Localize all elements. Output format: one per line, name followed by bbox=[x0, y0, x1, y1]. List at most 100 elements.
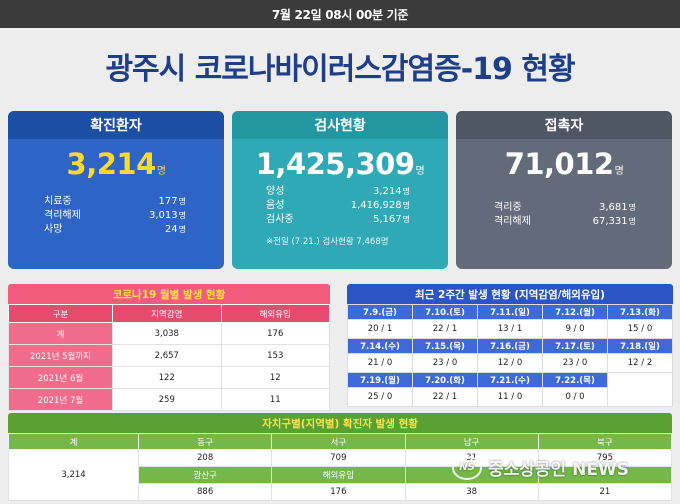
date-row: 7.14.(수) 7.15.(목) 7.16.(금) 7.17.(토) 7.18… bbox=[347, 338, 673, 354]
value-cell: 176 bbox=[271, 483, 406, 501]
row-label: 2021년 5월까지 bbox=[8, 344, 113, 367]
value-cell: 795 bbox=[537, 449, 673, 467]
overseas-cell: 12 bbox=[220, 366, 330, 389]
recent-table: 최근 2주간 발생 현황 (지역감염/해외유입) 7.9.(금) 7.10.(토… bbox=[347, 284, 673, 407]
empty-cell bbox=[607, 372, 673, 407]
value-cell: 15 / 0 bbox=[607, 319, 673, 339]
local-cell: 3,038 bbox=[112, 322, 222, 345]
local-cell: 259 bbox=[112, 388, 222, 411]
date-cell: 7.18.(일) bbox=[607, 338, 673, 354]
table-row: 2021년 5월까지 2,657 153 bbox=[8, 344, 330, 367]
table-row: 886 176 38 21 bbox=[9, 483, 673, 501]
overseas-cell: 153 bbox=[220, 344, 330, 367]
date-cell: 7.21.(수) bbox=[477, 372, 543, 388]
column-header: 구분 bbox=[8, 304, 113, 323]
date-banner: 7월 22일 08시 00분 기준 bbox=[0, 0, 680, 28]
date-cell: 7.17.(토) bbox=[542, 338, 608, 354]
table-header-row: 계 동구 서구 남구 북구 bbox=[8, 433, 673, 450]
stat-row: 격리해제 67,331명 bbox=[494, 216, 636, 227]
date-cell: 7.12.(월) bbox=[542, 304, 608, 320]
stat-row: 검사중 5,167명 bbox=[266, 214, 410, 225]
value-row: 21 / 0 23 / 0 12 / 0 23 / 0 12 / 2 bbox=[347, 353, 673, 373]
value-cell: 21 / 0 bbox=[347, 353, 413, 373]
monthly-table: 코로나19 월별 발생 현황 구분 지역감염 해외유입 계 3,038 176 … bbox=[8, 284, 330, 411]
date-cell: 7.9.(금) bbox=[347, 304, 413, 320]
row-label: 2021년 6월 bbox=[8, 366, 113, 389]
local-cell: 122 bbox=[112, 366, 222, 389]
value-cell: 12 / 2 bbox=[607, 353, 673, 373]
contacts-card-title: 접촉자 bbox=[456, 111, 672, 139]
tests-note: ※전일 (7.21.) 검사현황 7,468명 bbox=[266, 237, 389, 247]
value-cell: 208 bbox=[137, 449, 273, 467]
value-row: 25 / 0 22 / 1 11 / 0 0 / 0 bbox=[347, 387, 673, 407]
value-cell: 22 / 1 bbox=[412, 387, 478, 407]
contacts-card: 접촉자 71,012명 격리중 3,681명 격리해제 67,331명 bbox=[456, 111, 672, 269]
stat-row: 양성 3,214명 bbox=[266, 186, 410, 197]
column-header: 계 bbox=[8, 433, 139, 450]
date-row: 7.19.(월) 7.20.(화) 7.21.(수) 7.22.(목) bbox=[347, 372, 673, 407]
table-row: 3,214 208 709 31 795 bbox=[8, 449, 673, 501]
row-label: 2021년 7월 bbox=[8, 388, 113, 411]
value-cell: 9 / 0 bbox=[542, 319, 608, 339]
date-row: 7.9.(금) 7.10.(토) 7.11.(일) 7.12.(월) 7.13.… bbox=[347, 304, 673, 320]
date-cell: 7.16.(금) bbox=[477, 338, 543, 354]
page-title: 광주시 코로나바이러스감염증-19 현황 bbox=[105, 52, 575, 87]
value-cell: 13 / 1 bbox=[477, 319, 543, 339]
value-cell: 886 bbox=[137, 483, 273, 501]
value-cell: 22 / 1 bbox=[412, 319, 478, 339]
date-cell: 7.11.(일) bbox=[477, 304, 543, 320]
column-header: 해외유입 bbox=[220, 304, 330, 323]
tests-total: 1,425,309명 bbox=[255, 147, 425, 181]
table-header-row: 구분 지역감염 해외유입 bbox=[8, 304, 330, 323]
stat-row: 치료중 177명 bbox=[44, 196, 186, 207]
stat-row: 격리해제 3,013명 bbox=[44, 210, 186, 221]
stat-row: 음성 1,416,928명 bbox=[266, 200, 410, 211]
district-caption: 자치구별(지역별) 확진자 발생 현황 bbox=[8, 413, 672, 433]
news-watermark: NS 중소상공인 NEWS bbox=[452, 455, 629, 480]
table-row: 2021년 6월 122 12 bbox=[8, 366, 330, 389]
confirmed-total: 3,214명 bbox=[66, 147, 166, 181]
confirmed-breakdown: 치료중 177명 격리해제 3,013명 사망 24명 bbox=[8, 195, 224, 237]
value-row: 20 / 1 22 / 1 13 / 1 9 / 0 15 / 0 bbox=[347, 319, 673, 339]
watermark-text: 중소상공인 NEWS bbox=[488, 460, 629, 480]
column-header: 해외유입 bbox=[271, 466, 406, 484]
total-cell: 3,214 bbox=[8, 449, 139, 501]
column-header: 북구 bbox=[537, 433, 673, 450]
tests-breakdown: 양성 3,214명 음성 1,416,928명 검사중 5,167명 bbox=[232, 185, 448, 227]
value-cell: 12 / 0 bbox=[477, 353, 543, 373]
column-header: 동구 bbox=[137, 433, 273, 450]
row-label: 계 bbox=[8, 322, 113, 345]
news-logo-icon: NS bbox=[452, 455, 482, 480]
date-cell: 7.15.(목) bbox=[412, 338, 478, 354]
value-cell: 23 / 0 bbox=[542, 353, 608, 373]
stat-row: 사망 24명 bbox=[44, 224, 186, 235]
date-cell: 7.10.(토) bbox=[412, 304, 478, 320]
tests-card: 검사현황 1,425,309명 양성 3,214명 음성 1,416,928명 검사… bbox=[232, 111, 448, 269]
confirmed-card: 확진환자 3,214명 치료중 177명 격리해제 3,013명 사망 24명 bbox=[8, 111, 224, 269]
value-cell: 23 / 0 bbox=[412, 353, 478, 373]
recent-caption: 최근 2주간 발생 현황 (지역감염/해외유입) bbox=[347, 284, 673, 304]
column-header: 서구 bbox=[271, 433, 406, 450]
value-cell: 11 / 0 bbox=[477, 387, 543, 407]
contacts-total: 71,012명 bbox=[504, 147, 624, 181]
column-header bbox=[537, 466, 673, 484]
value-cell: 0 / 0 bbox=[542, 387, 608, 407]
table-row: 계 3,038 176 bbox=[8, 322, 330, 345]
table-row: 2021년 7월 259 11 bbox=[8, 388, 330, 411]
monthly-caption: 코로나19 월별 발생 현황 bbox=[8, 284, 330, 304]
value-cell: 38 bbox=[404, 483, 539, 501]
stat-row: 격리중 3,681명 bbox=[494, 202, 636, 213]
value-cell: 21 bbox=[537, 483, 673, 501]
date-cell: 7.13.(화) bbox=[607, 304, 673, 320]
contacts-breakdown: 격리중 3,681명 격리해제 67,331명 bbox=[456, 201, 672, 229]
date-cell: 7.20.(화) bbox=[412, 372, 478, 388]
column-header: 지역감염 bbox=[112, 304, 222, 323]
column-header: 광산구 bbox=[137, 466, 273, 484]
overseas-cell: 176 bbox=[220, 322, 330, 345]
confirmed-card-title: 확진환자 bbox=[8, 111, 224, 139]
overseas-cell: 11 bbox=[220, 388, 330, 411]
value-cell: 709 bbox=[271, 449, 406, 467]
value-cell: 25 / 0 bbox=[347, 387, 413, 407]
district-table: 자치구별(지역별) 확진자 발생 현황 계 동구 서구 남구 북구 3,214 … bbox=[8, 413, 673, 501]
local-cell: 2,657 bbox=[112, 344, 222, 367]
